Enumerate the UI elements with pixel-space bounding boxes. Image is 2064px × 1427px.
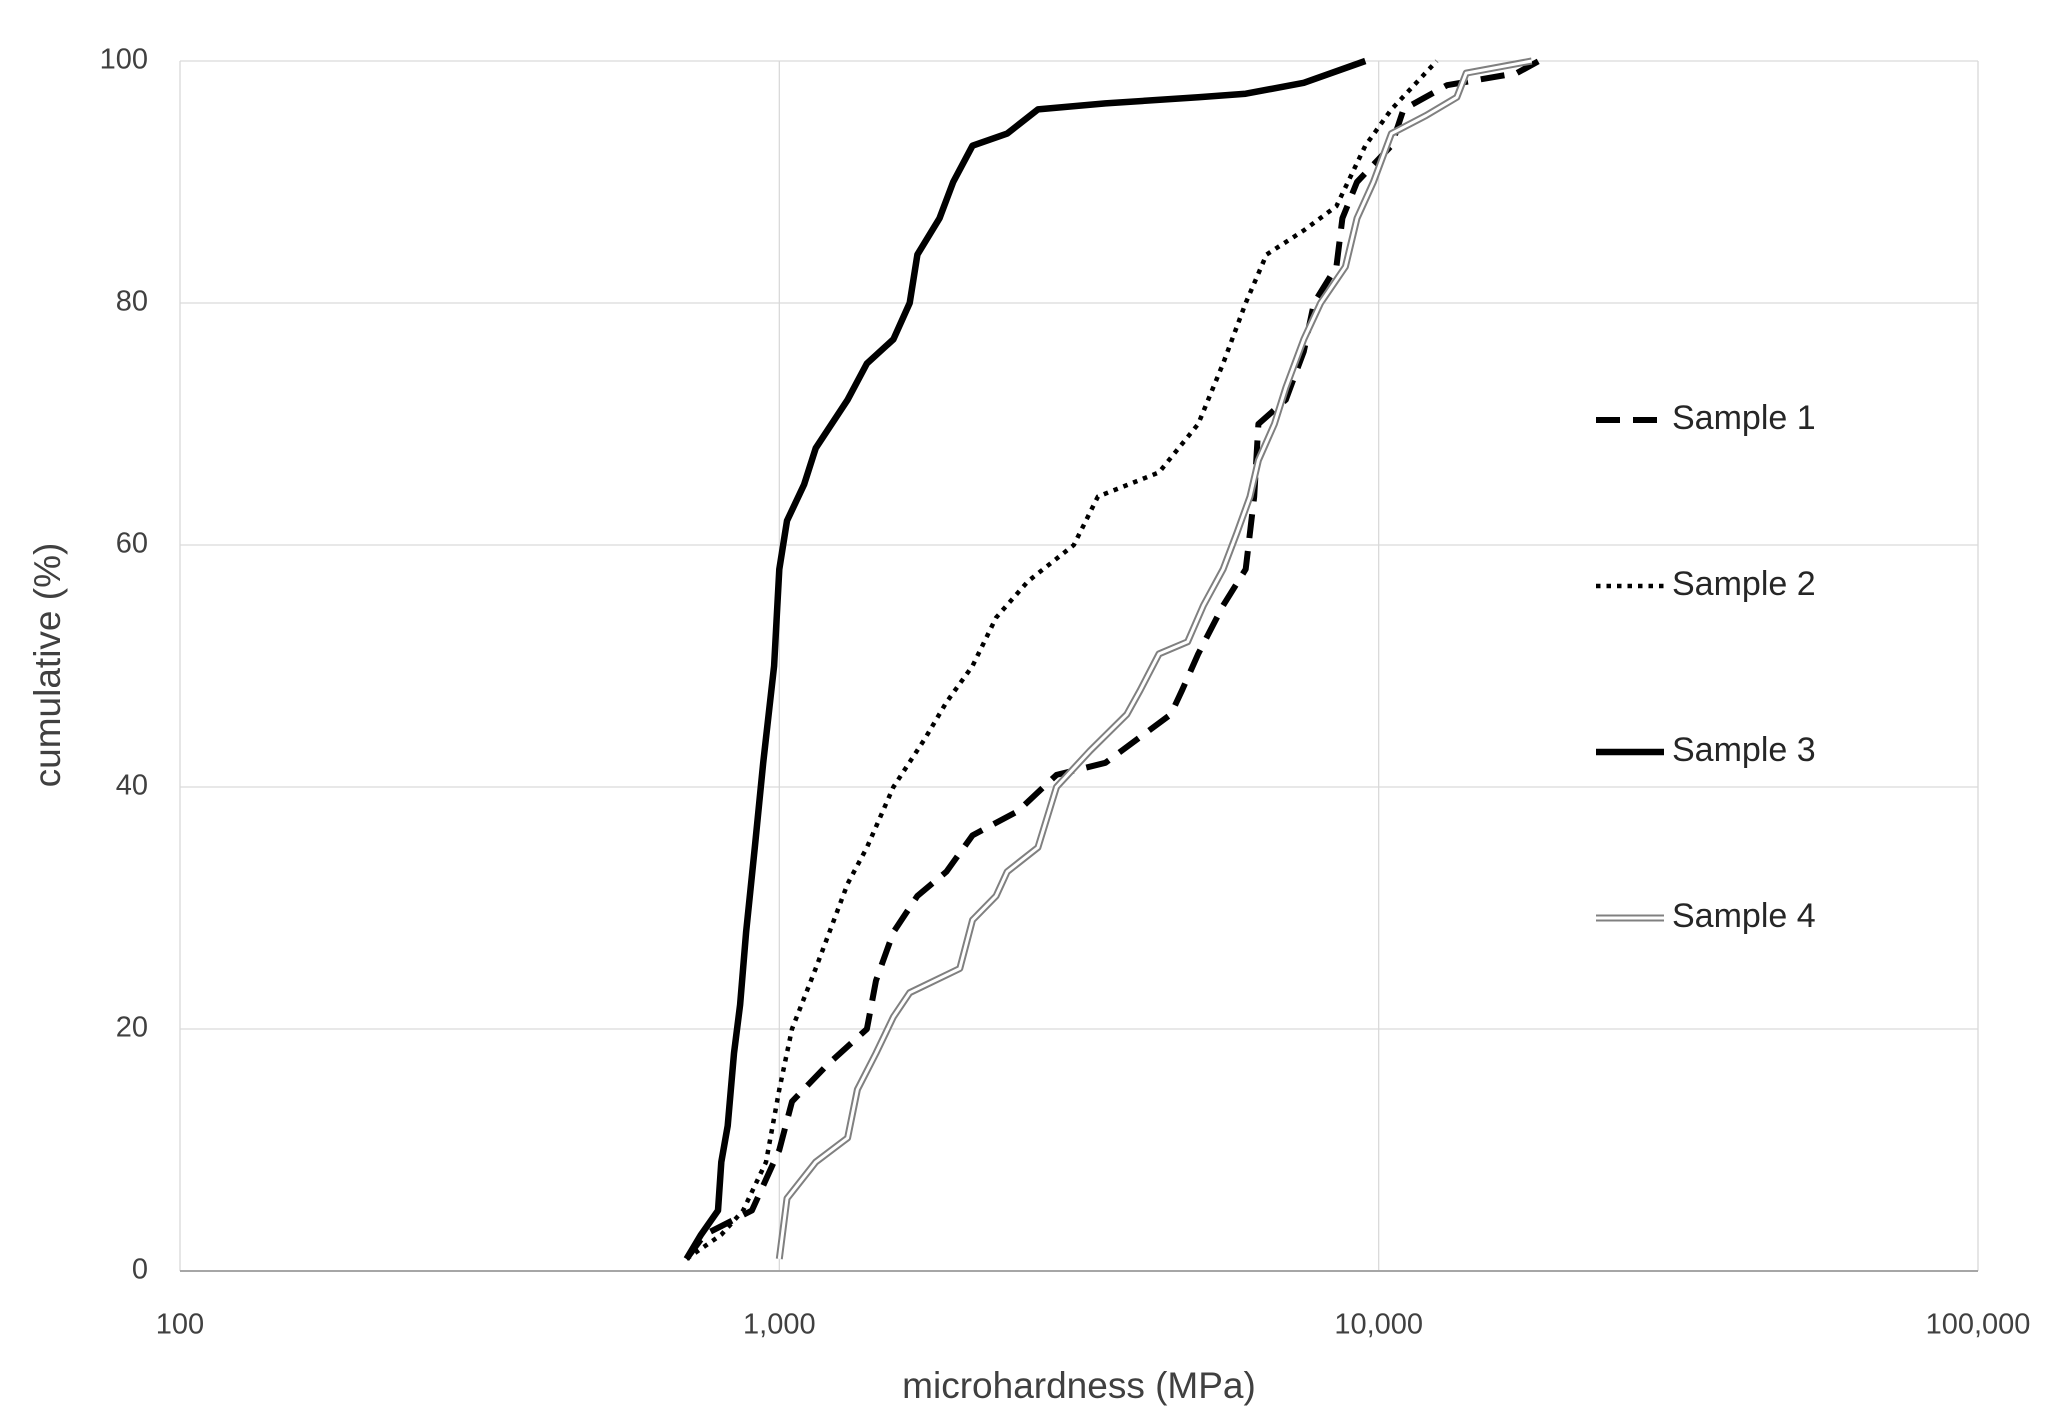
x-tick-label: 100,000 <box>1926 1309 2031 1341</box>
legend-label: Sample 4 <box>1672 897 1816 935</box>
x-tick-label: 10,000 <box>1334 1309 1423 1341</box>
y-tick-label: 0 <box>132 1254 148 1286</box>
legend-label: Sample 2 <box>1672 565 1816 603</box>
y-tick-label: 80 <box>116 286 148 318</box>
x-tick-label: 1,000 <box>743 1309 816 1341</box>
x-axis-title: microhardness (MPa) <box>902 1365 1256 1406</box>
line-inner <box>777 59 1532 1260</box>
y-tick-label: 40 <box>116 770 148 802</box>
x-tick-label: 100 <box>156 1309 204 1341</box>
line <box>685 59 1439 1261</box>
y-tick-label: 20 <box>116 1012 148 1044</box>
line <box>684 58 1541 1261</box>
y-tick-label: 60 <box>116 528 148 560</box>
legend-label: Sample 1 <box>1672 399 1816 437</box>
y-axis-title: cumulative (%) <box>27 543 68 788</box>
y-tick-label: 100 <box>100 44 148 76</box>
line <box>683 57 1367 1261</box>
legend-label: Sample 3 <box>1672 731 1816 769</box>
